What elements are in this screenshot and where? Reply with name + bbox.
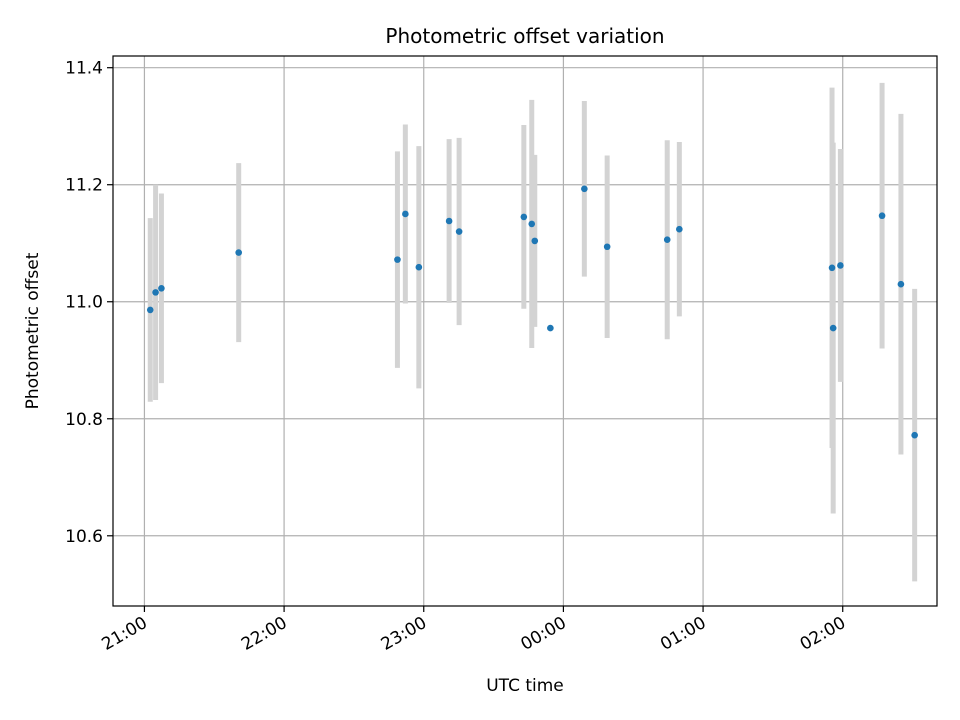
data-point [158, 284, 165, 292]
data-point [663, 236, 671, 244]
data-point [402, 210, 409, 218]
data-point [146, 306, 154, 314]
y-tick-label: 11.0 [65, 293, 103, 313]
data-point [676, 225, 683, 233]
y-tick-label: 11.4 [65, 59, 103, 79]
y-tick-label: 10.8 [65, 410, 103, 430]
data-point [828, 264, 836, 272]
data-point [445, 217, 453, 225]
data-point [152, 289, 159, 296]
data-points [146, 185, 918, 439]
data-point [603, 243, 611, 251]
data-point [547, 324, 554, 332]
data-point [415, 263, 423, 271]
plot-frame [112, 55, 938, 607]
data-point [531, 237, 539, 245]
data-point [528, 220, 536, 228]
y-tick-label: 11.2 [65, 176, 103, 196]
data-point [394, 256, 401, 263]
data-point [455, 228, 463, 235]
data-point [581, 185, 588, 193]
y-tick-label: 10.6 [65, 527, 103, 547]
x-axis-label: UTC time [486, 676, 564, 696]
data-point [911, 431, 918, 439]
data-point [520, 213, 528, 221]
data-point [235, 249, 242, 256]
y-axis-label: Photometric offset [23, 252, 43, 409]
data-point [837, 262, 844, 269]
chart-title: Photometric offset variation [385, 24, 664, 48]
data-point [829, 324, 837, 332]
data-point [878, 212, 886, 220]
data-point [897, 280, 905, 288]
